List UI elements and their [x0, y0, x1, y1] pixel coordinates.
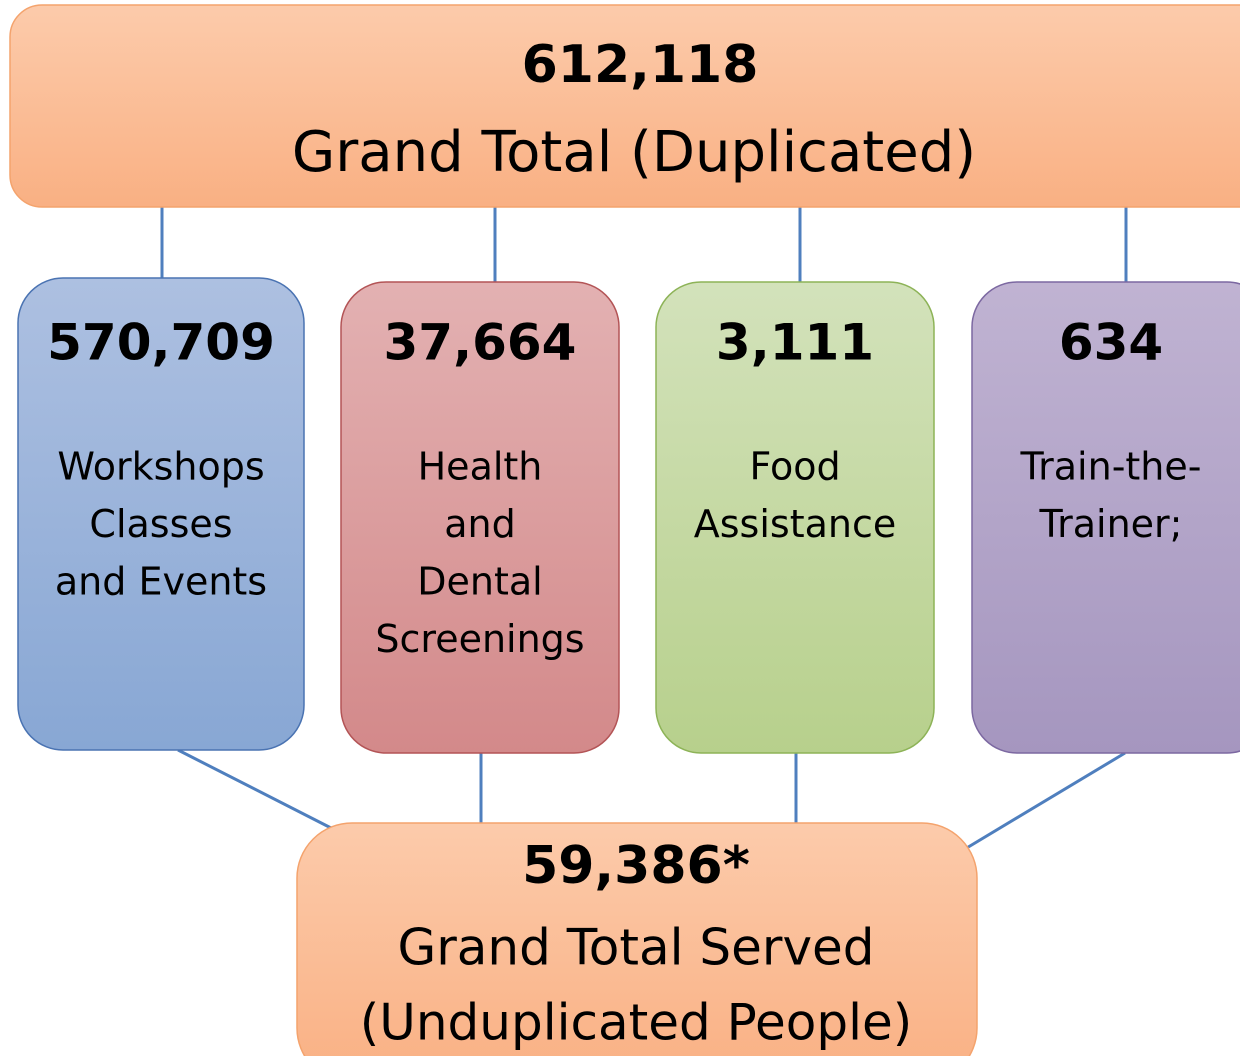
category-box	[17, 277, 305, 751]
connectors	[160, 205, 1128, 854]
category-label: Food	[749, 445, 840, 489]
top-value: 612,118	[522, 35, 759, 95]
category-label: Workshops	[57, 445, 264, 489]
category-value: 37,664	[384, 314, 577, 372]
top-box	[9, 4, 1240, 208]
category-value: 634	[1059, 314, 1163, 372]
category-label: Health	[418, 445, 543, 489]
category-label: Screenings	[375, 617, 584, 661]
bottom-label-line: (Unduplicated People)	[360, 994, 913, 1052]
bottom-label-line: Grand Total Served	[397, 919, 874, 977]
bottom-box	[296, 822, 978, 1056]
category-label: and Events	[55, 560, 267, 604]
category-box	[971, 281, 1240, 754]
category-label: Train-the-	[1020, 445, 1202, 489]
connector	[959, 751, 1126, 854]
category-box	[655, 281, 935, 754]
category-label: Trainer;	[1039, 502, 1183, 546]
top-label: Grand Total (Duplicated)	[292, 120, 976, 185]
category-label: Assistance	[694, 502, 897, 546]
bottom-value: 59,386*	[522, 836, 750, 896]
bottom-label: Grand Total Served (Unduplicated People)	[360, 919, 913, 1052]
category-value: 3,111	[716, 314, 874, 372]
category-label: Classes	[89, 502, 232, 546]
categories: 570,709 Workshops Classes and Events 37,664 H…	[17, 277, 1240, 754]
connector	[177, 748, 336, 832]
category-label: Dental	[417, 560, 542, 604]
category-box	[340, 281, 620, 754]
category-label: and	[444, 502, 516, 546]
category-value: 570,709	[47, 314, 275, 372]
